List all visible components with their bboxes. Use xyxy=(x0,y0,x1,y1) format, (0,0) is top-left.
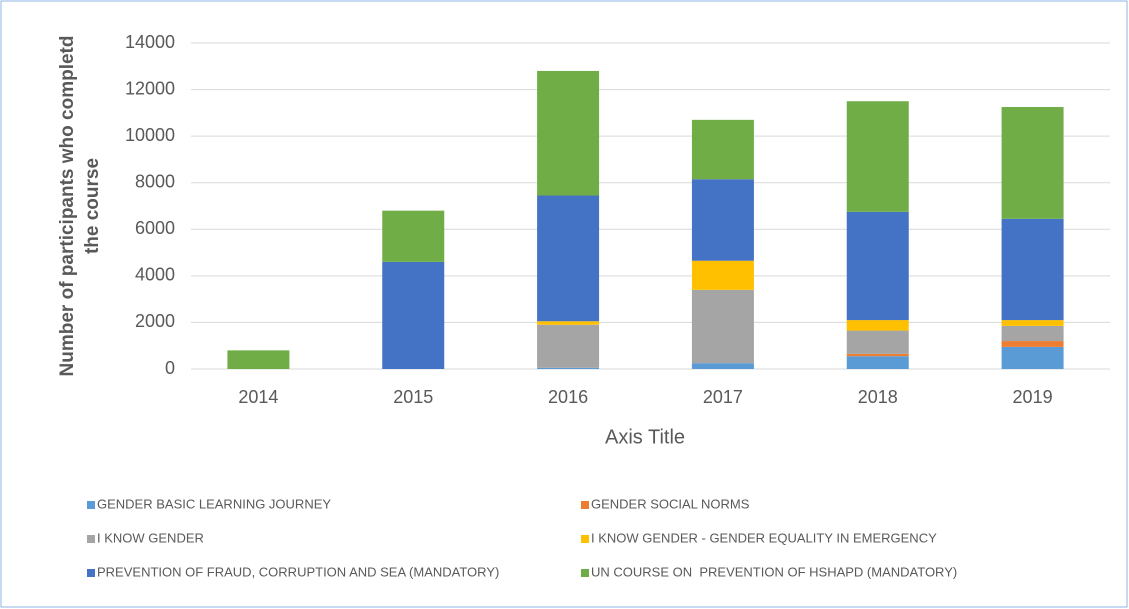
bar-segment xyxy=(691,289,754,364)
bar-segment xyxy=(846,211,909,321)
y-tick-label: 8000 xyxy=(135,171,175,191)
bar-segment xyxy=(691,260,754,290)
bar-segment xyxy=(537,367,600,369)
bar-segment xyxy=(227,350,290,369)
legend-swatch xyxy=(87,569,95,577)
x-tick-label: 2019 xyxy=(1013,387,1053,407)
bar-segment xyxy=(691,179,754,261)
y-axis-title-line: the course xyxy=(82,158,103,254)
y-axis-title-line: Number of participants who completd xyxy=(57,36,78,377)
bar-segment xyxy=(1001,320,1064,326)
bar-segment xyxy=(691,119,754,180)
legend-label: GENDER SOCIAL NORMS xyxy=(591,496,750,511)
legend-label: PREVENTION OF FRAUD, CORRUPTION AND SEA … xyxy=(97,564,499,579)
bar-segment xyxy=(691,363,754,369)
y-tick-label: 0 xyxy=(165,358,175,378)
bar-segment xyxy=(1001,346,1064,369)
legend-label: GENDER BASIC LEARNING JOURNEY xyxy=(97,496,331,511)
y-tick-label: 4000 xyxy=(135,265,175,285)
bar-segment xyxy=(537,70,600,196)
legend-swatch xyxy=(87,535,95,543)
bar-segment xyxy=(1001,325,1064,342)
bar-segment xyxy=(537,324,600,368)
x-tick-label: 2014 xyxy=(238,387,278,407)
legend-swatch xyxy=(581,535,589,543)
bar-segment xyxy=(382,210,445,262)
bar-segment xyxy=(1001,107,1064,219)
x-tick-label: 2015 xyxy=(393,387,433,407)
bar-segment xyxy=(1001,341,1064,347)
y-axis-title: Number of participants who completd the c… xyxy=(57,36,103,377)
y-tick-label: 2000 xyxy=(135,311,175,331)
legend-label: UN COURSE ON PREVENTION OF HSHAPD (MANDA… xyxy=(591,564,957,579)
y-tick-label: 12000 xyxy=(125,78,175,98)
x-axis-title: Axis Title xyxy=(605,426,685,448)
legend-swatch xyxy=(581,569,589,577)
legend-swatch xyxy=(87,501,95,509)
bar-segment xyxy=(846,330,909,354)
bar-segment xyxy=(846,353,909,357)
bar-segment xyxy=(1001,218,1064,321)
x-tick-label: 2017 xyxy=(703,387,743,407)
legend-label: I KNOW GENDER xyxy=(97,530,204,545)
bar-segment xyxy=(382,261,445,369)
y-tick-label: 10000 xyxy=(125,125,175,145)
legend-label: I KNOW GENDER - GENDER EQUALITY IN EMERG… xyxy=(591,530,937,545)
bar-segment xyxy=(846,320,909,331)
bar-segment xyxy=(537,321,600,325)
y-tick-label: 14000 xyxy=(125,32,175,52)
y-tick-label: 6000 xyxy=(135,218,175,238)
bar-segment xyxy=(846,356,909,369)
x-tick-label: 2016 xyxy=(548,387,588,407)
legend-swatch xyxy=(581,501,589,509)
bar-segment xyxy=(846,101,909,212)
x-tick-label: 2018 xyxy=(858,387,898,407)
bar-segment xyxy=(537,195,600,322)
